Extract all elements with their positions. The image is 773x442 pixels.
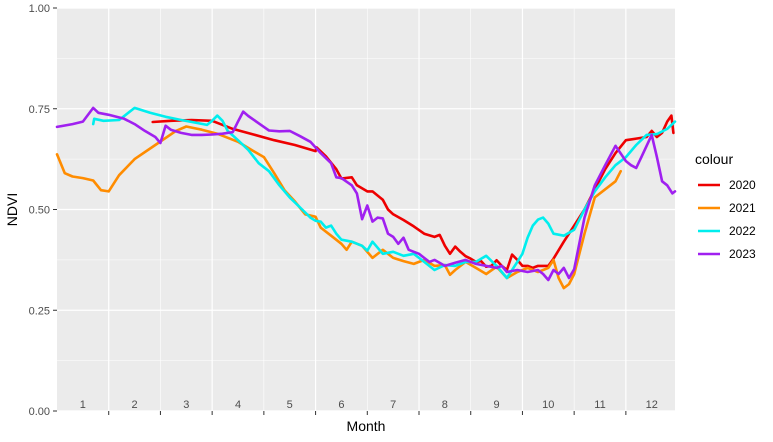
y-tick-label: 0.75 xyxy=(29,104,50,116)
series-line-2023 xyxy=(55,106,677,282)
x-tick-label: 5 xyxy=(287,399,293,411)
x-tick-label: 2 xyxy=(132,399,138,411)
legend-title: colour xyxy=(695,151,733,167)
x-tick-label: 7 xyxy=(390,399,396,411)
x-axis-title: Month xyxy=(347,418,386,434)
y-tick-label: 1.00 xyxy=(29,3,50,15)
x-tick-label: 11 xyxy=(594,399,605,411)
series-lines xyxy=(55,106,677,290)
x-tick-label: 1 xyxy=(80,399,86,411)
x-tick-label: 12 xyxy=(646,399,658,411)
x-tick-label: 8 xyxy=(442,399,448,411)
legend: colour 2020 2021 2022 2023 xyxy=(695,151,756,261)
x-axis: 1 2 3 4 5 6 7 8 9 10 11 12 xyxy=(80,399,658,415)
x-tick-label: 3 xyxy=(183,399,189,411)
x-tick-label: 9 xyxy=(494,399,500,411)
y-tick-label: 0.50 xyxy=(29,205,50,217)
x-tick-label: 10 xyxy=(542,399,554,411)
y-axis: 0.00 0.25 0.50 0.75 1.00 xyxy=(29,3,57,418)
x-tick-label: 4 xyxy=(235,399,241,411)
legend-label-2021: 2021 xyxy=(729,201,756,215)
series-line-2022 xyxy=(91,106,677,280)
y-axis-title: NDVI xyxy=(4,193,20,226)
minor-gridlines xyxy=(57,58,675,361)
y-tick-label: 0.00 xyxy=(29,406,50,418)
x-tick-label: 6 xyxy=(338,399,344,411)
legend-label-2020: 2020 xyxy=(729,178,756,192)
legend-label-2023: 2023 xyxy=(729,247,756,261)
legend-label-2022: 2022 xyxy=(729,224,756,238)
y-tick-label: 0.25 xyxy=(29,305,50,317)
